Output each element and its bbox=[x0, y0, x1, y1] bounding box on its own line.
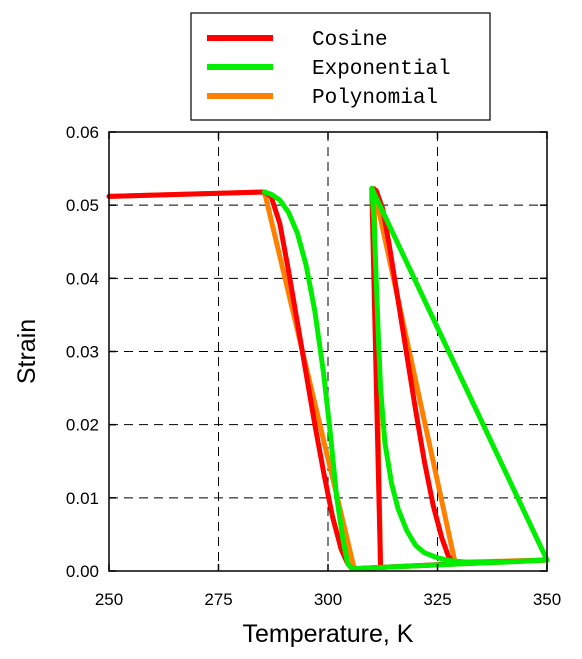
x-tick-label: 275 bbox=[204, 590, 232, 609]
legend-label-cosine: Cosine bbox=[312, 29, 388, 52]
y-tick-label: 0.01 bbox=[66, 489, 99, 508]
axis-ticks: 250 275 300 325 350 0.00 0.01 0.02 0.03 0.04 0.05 0… bbox=[66, 123, 561, 609]
x-tick-label: 250 bbox=[95, 590, 123, 609]
x-tick-label: 325 bbox=[423, 590, 451, 609]
series-line-exponential bbox=[261, 185, 550, 572]
y-tick-label: 0.00 bbox=[66, 562, 99, 581]
x-tick-label: 350 bbox=[533, 590, 561, 609]
x-axis-title: Temperature, K bbox=[243, 620, 414, 648]
series-lines bbox=[106, 185, 550, 572]
y-tick-label: 0.06 bbox=[66, 123, 99, 142]
y-tick-label: 0.02 bbox=[66, 416, 99, 435]
legend-label-polynomial: Polynomial bbox=[312, 87, 438, 110]
y-tick-label: 0.04 bbox=[66, 269, 99, 288]
y-axis-title: Strain bbox=[13, 319, 41, 384]
legend-label-exponential: Exponential bbox=[312, 58, 451, 81]
legend: Cosine Exponential Polynomial bbox=[190, 12, 491, 121]
x-tick-label: 300 bbox=[314, 590, 342, 609]
y-tick-label: 0.05 bbox=[66, 196, 99, 215]
y-tick-label: 0.03 bbox=[66, 343, 99, 362]
